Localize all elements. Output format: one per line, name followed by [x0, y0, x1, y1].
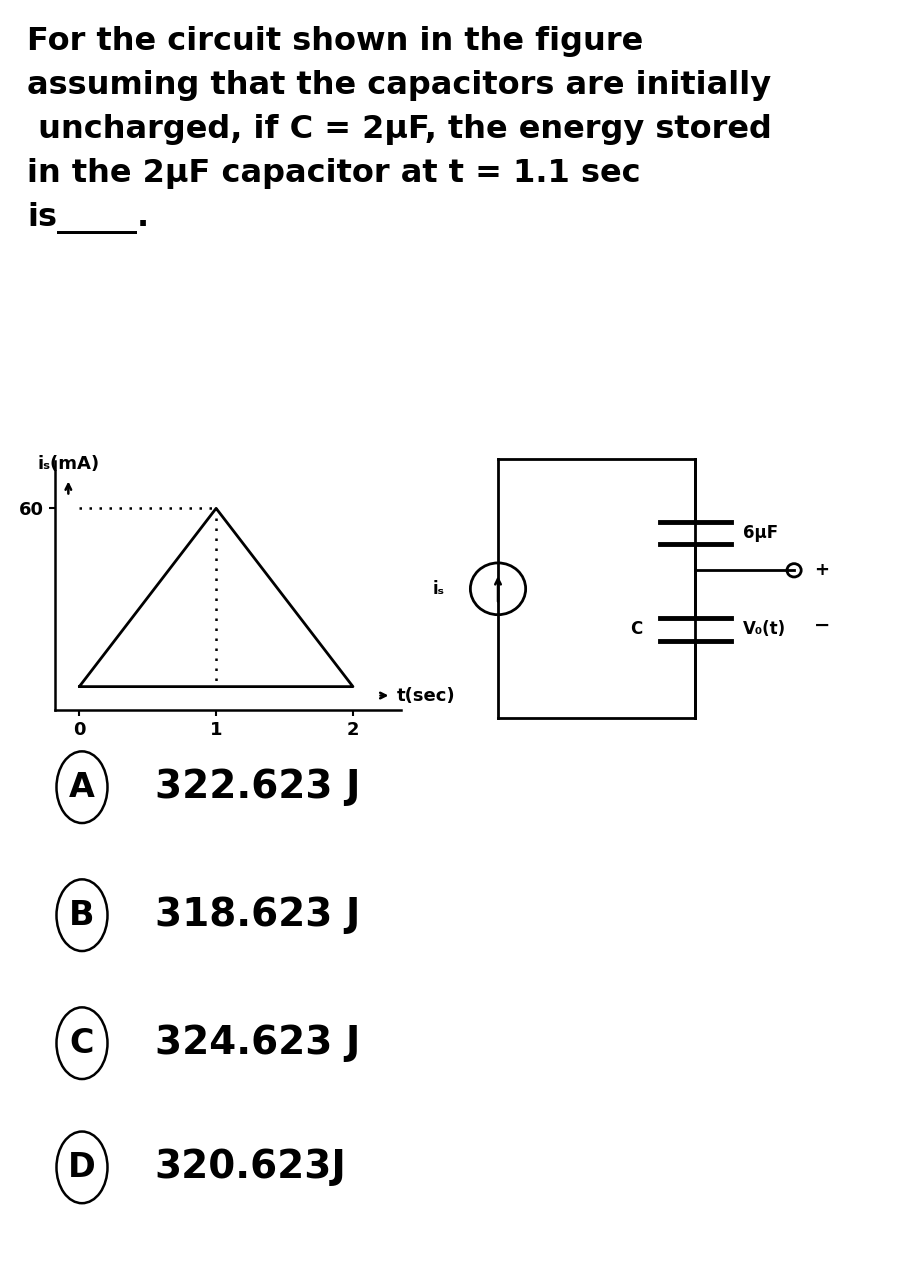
Text: V₀(t): V₀(t) — [742, 621, 786, 639]
Text: 318.623 J: 318.623 J — [155, 896, 360, 934]
Text: 324.623 J: 324.623 J — [155, 1024, 360, 1062]
Text: D: D — [68, 1151, 96, 1184]
Text: For the circuit shown in the figure
assuming that the capacitors are initially
 : For the circuit shown in the figure assu… — [27, 26, 773, 234]
Text: C: C — [630, 621, 642, 639]
Text: iₛ: iₛ — [433, 580, 445, 598]
Text: C: C — [70, 1027, 94, 1060]
Text: 322.623 J: 322.623 J — [155, 768, 361, 806]
Text: −: − — [814, 616, 830, 635]
Text: 320.623J: 320.623J — [155, 1148, 347, 1187]
Text: t(sec): t(sec) — [396, 686, 456, 704]
Text: iₛ(mA): iₛ(mA) — [37, 454, 99, 472]
Text: +: + — [814, 562, 829, 580]
Text: B: B — [69, 899, 95, 932]
Text: 6μF: 6μF — [742, 525, 778, 543]
Text: A: A — [69, 771, 95, 804]
